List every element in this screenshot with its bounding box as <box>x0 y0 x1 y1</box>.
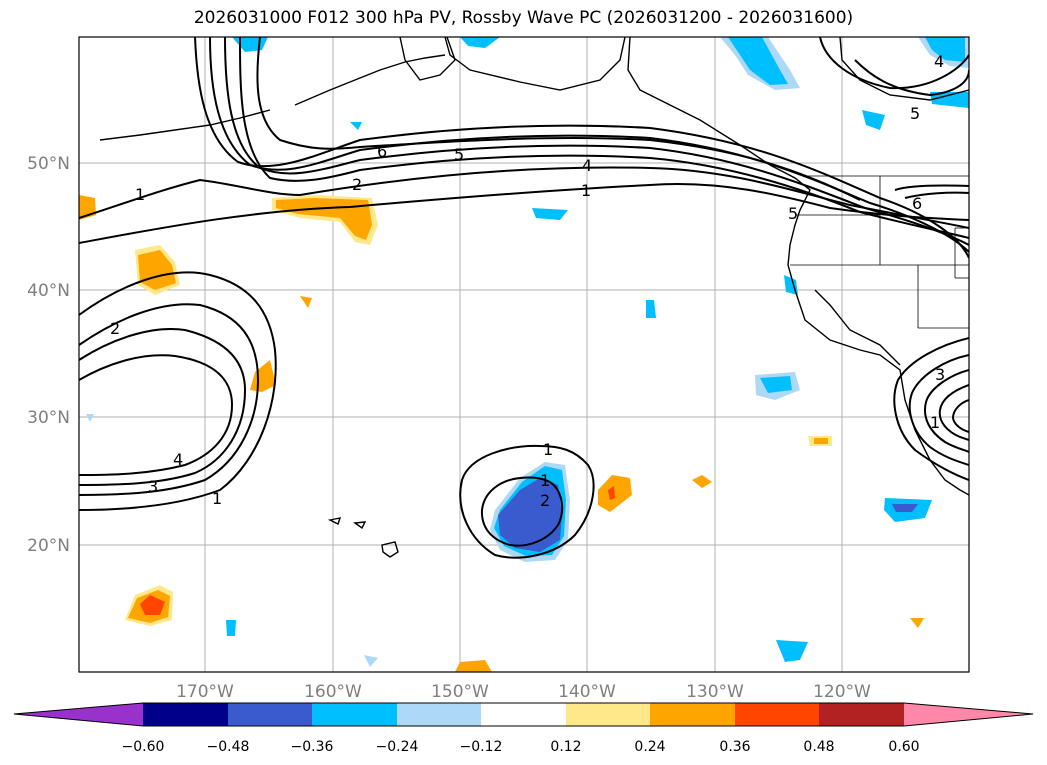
contour-label: 4 <box>582 156 592 175</box>
contour-label: 1 <box>540 471 550 490</box>
contour-labels: 1 2 6 5 4 1 1 2 4 3 1 1 2 5 6 5 3 4 1 <box>110 52 945 510</box>
contour-label: 5 <box>910 104 920 123</box>
contour-label: 2 <box>540 491 550 510</box>
contour-label: 2 <box>110 319 120 338</box>
contour-label: 3 <box>148 477 158 496</box>
contour-label: 6 <box>377 142 387 161</box>
lon-label-120w: 120°W <box>813 682 871 702</box>
colorbar-outline <box>13 702 1034 727</box>
contour-label: 4 <box>173 450 183 469</box>
longitude-labels: 170°W 160°W 150°W 140°W 130°W 120°W <box>176 682 871 702</box>
contour-label: 5 <box>454 145 464 164</box>
lat-label-20n: 20°N <box>27 536 70 556</box>
colorbar-bin <box>481 703 566 726</box>
colorbar-bin <box>228 703 312 726</box>
contour-label: 1 <box>212 489 222 508</box>
contour-label: 1 <box>543 440 553 459</box>
colorbar-extend-left <box>14 703 143 726</box>
colorbar-tick-label: 0.36 <box>719 739 750 755</box>
colorbar-tick-label: −0.60 <box>122 739 165 755</box>
colorbar: −0.60 −0.48 −0.36 −0.24 −0.12 0.12 0.24 … <box>13 702 1034 755</box>
colorbar-bin <box>312 703 397 726</box>
colorbar-tick-label: −0.48 <box>207 739 250 755</box>
contour-label: 1 <box>581 181 591 200</box>
contour-label: 5 <box>788 204 798 223</box>
lon-label-130w: 130°W <box>686 682 744 702</box>
contour-label: 1 <box>135 185 145 204</box>
contour-label: 4 <box>934 52 944 71</box>
contour-label: 6 <box>912 194 922 213</box>
colorbar-bin <box>650 703 735 726</box>
colorbar-tick-label: −0.12 <box>460 739 503 755</box>
contour-label: 1 <box>930 413 940 432</box>
colorbar-tick-label: 0.12 <box>550 739 581 755</box>
lat-label-50n: 50°N <box>27 154 70 174</box>
contour-label: 3 <box>935 365 945 384</box>
map-title: 2026031000 F012 300 hPa PV, Rossby Wave … <box>193 8 854 28</box>
lon-label-140w: 140°W <box>558 682 616 702</box>
colorbar-tick-label: −0.36 <box>291 739 334 755</box>
lat-label-40n: 40°N <box>27 281 70 301</box>
colorbar-bin <box>819 703 904 726</box>
colorbar-bin <box>397 703 481 726</box>
colorbar-tick-label: 0.24 <box>634 739 665 755</box>
colorbar-tick-label: −0.24 <box>376 739 419 755</box>
lat-label-30n: 30°N <box>27 408 70 428</box>
map-border <box>78 36 970 673</box>
contour-label: 2 <box>352 175 362 194</box>
colorbar-extend-right <box>904 703 1033 726</box>
colorbar-bin <box>143 703 228 726</box>
lon-label-170w: 170°W <box>176 682 234 702</box>
colorbar-bin <box>566 703 650 726</box>
colorbar-tick-label: 0.60 <box>888 739 919 755</box>
colorbar-bin <box>735 703 819 726</box>
lon-label-160w: 160°W <box>304 682 362 702</box>
colorbar-tick-label: 0.48 <box>803 739 834 755</box>
political-borders <box>790 175 969 329</box>
map-frame <box>79 37 969 672</box>
lon-label-150w: 150°W <box>431 682 489 702</box>
pv-contours <box>79 37 969 559</box>
latitude-labels: 50°N 40°N 30°N 20°N <box>27 154 70 556</box>
